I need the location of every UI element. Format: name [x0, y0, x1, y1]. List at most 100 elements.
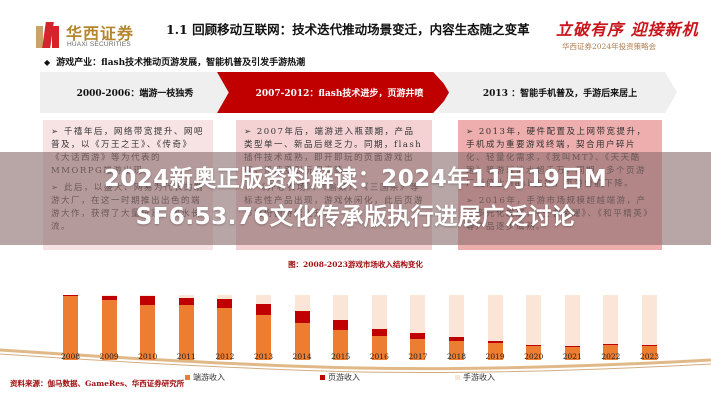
bar-segment: [526, 345, 542, 347]
x-axis-label: 2020: [524, 352, 544, 361]
chart-bar-2023: [642, 295, 657, 360]
x-axis-label: 2014: [292, 352, 312, 361]
x-axis-label: 2009: [99, 352, 119, 361]
bar-segment: [526, 295, 542, 346]
x-axis-label: 2015: [331, 352, 351, 361]
bar-segment: [410, 295, 426, 334]
chart-bar-2016: [371, 295, 387, 360]
bar-segment: [178, 305, 194, 360]
x-axis-label: 2023: [639, 352, 660, 361]
bar-segment: [217, 298, 233, 308]
legend-swatch-icon: [185, 375, 190, 380]
legend-item-web: 页游收入: [320, 372, 360, 383]
bar-segment: [642, 345, 657, 360]
bar-segment: [449, 336, 464, 341]
bar-segment: [178, 295, 194, 298]
bar-segment: [410, 333, 426, 339]
bar-segment: [101, 295, 117, 300]
bar-segment: [603, 295, 619, 344]
chart-bar-2008: [63, 295, 78, 360]
bar-segment: [603, 344, 619, 360]
bar-segment: [333, 330, 349, 360]
chart-bar-2020: [526, 295, 542, 360]
x-axis-label: 2019: [485, 352, 505, 361]
decorative-swoosh: [0, 348, 711, 374]
x-axis-label: 2010: [138, 352, 158, 361]
chart-bar-2009: [101, 295, 117, 360]
legend-label: 端游收入: [193, 373, 225, 382]
bar-segment: [603, 343, 619, 345]
chart-bar-2013: [256, 295, 271, 360]
section-bullet: ◆ 游戏产业：flash技术推动页游发展，智能机普及引发手游热潮: [44, 55, 305, 68]
bar-segment: [63, 296, 78, 360]
timeline-stage-1: 2000-2006：端游一枝独秀: [40, 72, 230, 113]
x-axis-label: 2021: [562, 352, 582, 361]
bar-segment: [564, 347, 580, 360]
x-axis-label: 2008: [60, 352, 81, 361]
logo-name-cn: 华西证券: [66, 24, 135, 43]
chart-bar-2022: [603, 295, 619, 360]
x-axis-label: 2016: [369, 352, 389, 361]
x-axis-label: 2013: [253, 352, 274, 361]
bar-segment: [371, 335, 387, 360]
timeline-stage-2: 2007-2012：flash技术进步，页游井喷: [217, 72, 452, 113]
bar-segment: [487, 340, 503, 344]
bar-segment: [371, 328, 387, 336]
bar-segment: [371, 295, 387, 329]
logo-name-en: HUAXI SECURITIES: [67, 41, 131, 48]
x-axis-label: 2017: [408, 352, 428, 361]
bar-segment: [294, 295, 310, 312]
headline-line-1: 2024新奥正版资料解读：2024年11月19日M: [103, 166, 608, 192]
bar-segment: [256, 304, 271, 315]
timeline-stage-label: 2000-2006：端游一枝独秀: [76, 89, 194, 99]
revenue-structure-chart: [40, 280, 680, 360]
diamond-bullet-icon: ◆: [44, 57, 51, 67]
chart-title: 图：2008-2023游戏市场收入结构变化: [288, 260, 423, 269]
chart-bar-2012: [217, 295, 233, 360]
x-axis-label: 2022: [601, 352, 621, 361]
legend-swatch-icon: [455, 375, 460, 380]
data-source-note: 资料来源：伽马数据、GameRes、华西证券研究所: [10, 379, 185, 388]
bar-segment: [642, 295, 657, 346]
bar-segment: [410, 338, 426, 360]
bar-segment: [642, 345, 657, 346]
huaxi-logo: 华西证券 HUAXI SECURITIES: [36, 20, 146, 50]
chart-bar-2011: [178, 295, 194, 360]
legend-item-pc: 端游收入: [185, 372, 225, 383]
chart-bar-2021: [564, 295, 580, 360]
bar-segment: [333, 320, 349, 331]
bar-segment: [294, 311, 310, 323]
bar-segment: [63, 295, 78, 297]
bar-segment: [217, 308, 233, 360]
timeline-stage-3: 2013 ：智能手机普及，手游后来居上: [437, 72, 677, 113]
slide-title: 1.1 回顾移动互联网：技术迭代推动场景变迁，内容生态随之变革: [166, 22, 530, 37]
bar-segment: [140, 295, 156, 297]
chart-bar-2014: [294, 295, 310, 360]
chart-bar-2010: [140, 295, 156, 360]
timeline-stage-label: 2013 ：智能手机普及，手游后来居上: [482, 89, 638, 99]
timeline-stage-label: 2007-2012：flash技术进步，页游井喷: [255, 89, 424, 99]
bar-segment: [140, 304, 156, 360]
bar-segment: [487, 343, 503, 360]
legend-swatch-icon: [320, 375, 325, 380]
x-axis-label: 2012: [215, 352, 235, 361]
legend-item-mobile: 手游收入: [455, 372, 495, 383]
bar-segment: [564, 346, 580, 347]
bar-segment: [487, 295, 503, 341]
bar-segment: [256, 314, 271, 360]
chart-bar-2018: [449, 295, 464, 360]
x-axis-label: 2018: [446, 352, 467, 361]
bar-segment: [294, 322, 310, 360]
bar-segment: [217, 295, 233, 299]
bar-segment: [526, 346, 542, 360]
legend-label: 手游收入: [463, 373, 495, 382]
x-axis-label: 2011: [176, 352, 196, 361]
conference-name: 华西证券2024年投资策略会: [562, 42, 657, 51]
slogan: 立破有序 迎接新机: [556, 20, 699, 39]
chart-bar-2015: [333, 295, 349, 360]
headline-overlay: 2024新奥正版资料解读：2024年11月19日M SF6.53.76文化传承版…: [0, 160, 711, 236]
chart-bar-2017: [410, 295, 426, 360]
logo-mark-icon: [36, 22, 60, 48]
bar-segment: [101, 295, 117, 296]
